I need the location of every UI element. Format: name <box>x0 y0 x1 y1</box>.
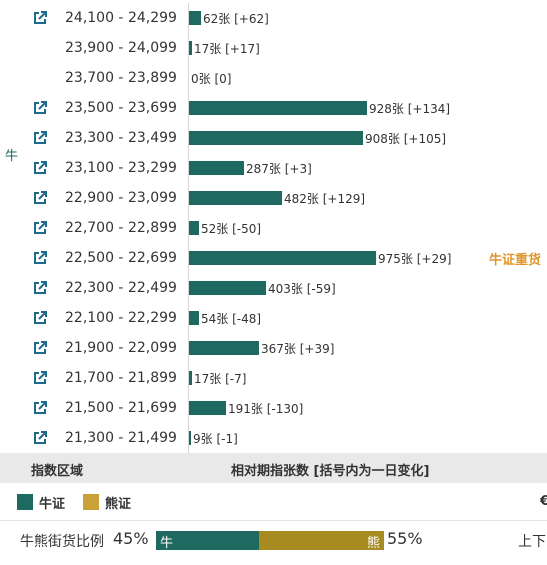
bar-value-label: 367张 [+39] <box>261 342 335 356</box>
axis-line <box>188 3 189 453</box>
bar[interactable] <box>189 191 282 205</box>
legend-bull-swatch <box>17 494 33 510</box>
range-label: 23,500 - 23,699 <box>65 100 177 116</box>
updown-link[interactable]: 上下 <box>518 534 546 550</box>
table-header: 指数区域 相对期指张数 [括号内为一日变化] <box>0 453 547 483</box>
bar[interactable] <box>189 281 266 295</box>
chart-row: 24,100 - 24,299 62张 [+62] <box>0 3 547 33</box>
external-link-icon[interactable] <box>33 101 47 115</box>
bar[interactable] <box>189 11 201 25</box>
chart-row: 23,300 - 23,499 908张 [+105] <box>0 123 547 153</box>
legend-cut-text: € <box>540 494 547 509</box>
chart-row: 22,900 - 23,099 482张 [+129] <box>0 183 547 213</box>
divider <box>0 520 547 521</box>
chart-row: 21,700 - 21,899 17张 [-7] <box>0 363 547 393</box>
bar-value-label: 17张 [+17] <box>194 42 260 56</box>
range-label: 22,700 - 22,899 <box>65 220 177 236</box>
header-index-range: 指数区域 <box>31 464 84 479</box>
chart-row: 21,300 - 21,499 9张 [-1] <box>0 423 547 453</box>
bar-value-label: 54张 [-48] <box>201 312 262 326</box>
bull-percent: 45% <box>113 529 149 548</box>
chart-row: 23,700 - 23,899 0张 [0] <box>0 63 547 93</box>
bar-value-label: 403张 [-59] <box>268 282 336 296</box>
range-label: 23,100 - 23,299 <box>65 160 177 176</box>
ratio-label: 牛熊街货比例 <box>20 534 104 550</box>
chart-row: 23,900 - 24,099 17张 [+17] <box>0 33 547 63</box>
external-link-icon[interactable] <box>33 401 47 415</box>
chart-row: 21,900 - 22,099 367张 [+39] <box>0 333 547 363</box>
range-label: 22,900 - 23,099 <box>65 190 177 206</box>
chart-row: 22,500 - 22,699 975张 [+29] 牛证重货 <box>0 243 547 273</box>
bar[interactable] <box>189 341 259 355</box>
bar-value-label: 191张 [-130] <box>228 402 304 416</box>
bar[interactable] <box>189 101 367 115</box>
bar-value-label: 17张 [-7] <box>194 372 247 386</box>
external-link-icon[interactable] <box>33 281 47 295</box>
range-label: 23,300 - 23,499 <box>65 130 177 146</box>
external-link-icon[interactable] <box>33 341 47 355</box>
external-link-icon[interactable] <box>33 221 47 235</box>
bar[interactable] <box>189 401 226 415</box>
bar-value-label: 287张 [+3] <box>246 162 312 176</box>
external-link-icon[interactable] <box>33 11 47 25</box>
ratio-bull-segment: 牛 <box>156 531 259 551</box>
legend-bull-label: 牛证 <box>39 497 66 512</box>
bar-value-label: 52张 [-50] <box>201 222 262 236</box>
ratio-bear-segment: 熊 <box>259 531 384 551</box>
range-label: 24,100 - 24,299 <box>65 10 177 26</box>
chart-row: 22,700 - 22,899 52张 [-50] <box>0 213 547 243</box>
bar-value-label: 908张 [+105] <box>365 132 447 146</box>
chart-row: 21,500 - 21,699 191张 [-130] <box>0 393 547 423</box>
range-label: 21,300 - 21,499 <box>65 430 177 446</box>
range-label: 21,900 - 22,099 <box>65 340 177 356</box>
bar[interactable] <box>189 371 192 385</box>
bar-value-label: 62张 [+62] <box>203 12 269 26</box>
bar-value-label: 9张 [-1] <box>193 432 238 446</box>
ratio-bull-text: 牛 <box>160 536 174 551</box>
external-link-icon[interactable] <box>33 161 47 175</box>
chart-row: 22,300 - 22,499 403张 [-59] <box>0 273 547 303</box>
legend: 牛证 熊证 € <box>0 485 547 519</box>
heavy-goods-tag: 牛证重货 <box>489 253 542 268</box>
range-label: 22,300 - 22,499 <box>65 280 177 296</box>
range-label: 21,500 - 21,699 <box>65 400 177 416</box>
bear-percent: 55% <box>387 529 423 548</box>
range-label: 23,700 - 23,899 <box>65 70 177 86</box>
bar[interactable] <box>189 161 244 175</box>
external-link-icon[interactable] <box>33 251 47 265</box>
ratio-bear-text: 熊 <box>366 536 380 551</box>
range-label: 22,500 - 22,699 <box>65 250 177 266</box>
external-link-icon[interactable] <box>33 191 47 205</box>
external-link-icon[interactable] <box>33 371 47 385</box>
legend-bear-label: 熊证 <box>105 497 132 512</box>
range-label: 23,900 - 24,099 <box>65 40 177 56</box>
bar[interactable] <box>189 431 191 445</box>
chart-row: 23,500 - 23,699 928张 [+134] <box>0 93 547 123</box>
chart-row: 22,100 - 22,299 54张 [-48] <box>0 303 547 333</box>
bar[interactable] <box>189 131 363 145</box>
chart-row: 23,100 - 23,299 287张 [+3] <box>0 153 547 183</box>
bar-value-label: 0张 [0] <box>191 72 232 86</box>
bar[interactable] <box>189 221 199 235</box>
external-link-icon[interactable] <box>33 311 47 325</box>
header-contracts: 相对期指张数 [括号内为一日变化] <box>231 464 430 479</box>
side-label-bull: 牛 <box>5 149 19 164</box>
bar-value-label: 928张 [+134] <box>369 102 451 116</box>
external-link-icon[interactable] <box>33 431 47 445</box>
bar-value-label: 482张 [+129] <box>284 192 366 206</box>
legend-bear-swatch <box>83 494 99 510</box>
range-label: 21,700 - 21,899 <box>65 370 177 386</box>
bar[interactable] <box>189 311 199 325</box>
bull-bear-ratio: 牛熊街货比例 45% 牛 熊 55% 上下 <box>0 528 547 554</box>
bar[interactable] <box>189 251 376 265</box>
external-link-icon[interactable] <box>33 131 47 145</box>
ratio-bar: 牛 熊 <box>156 531 384 551</box>
bar-value-label: 975张 [+29] <box>378 252 452 266</box>
range-label: 22,100 - 22,299 <box>65 310 177 326</box>
bar[interactable] <box>189 41 192 55</box>
